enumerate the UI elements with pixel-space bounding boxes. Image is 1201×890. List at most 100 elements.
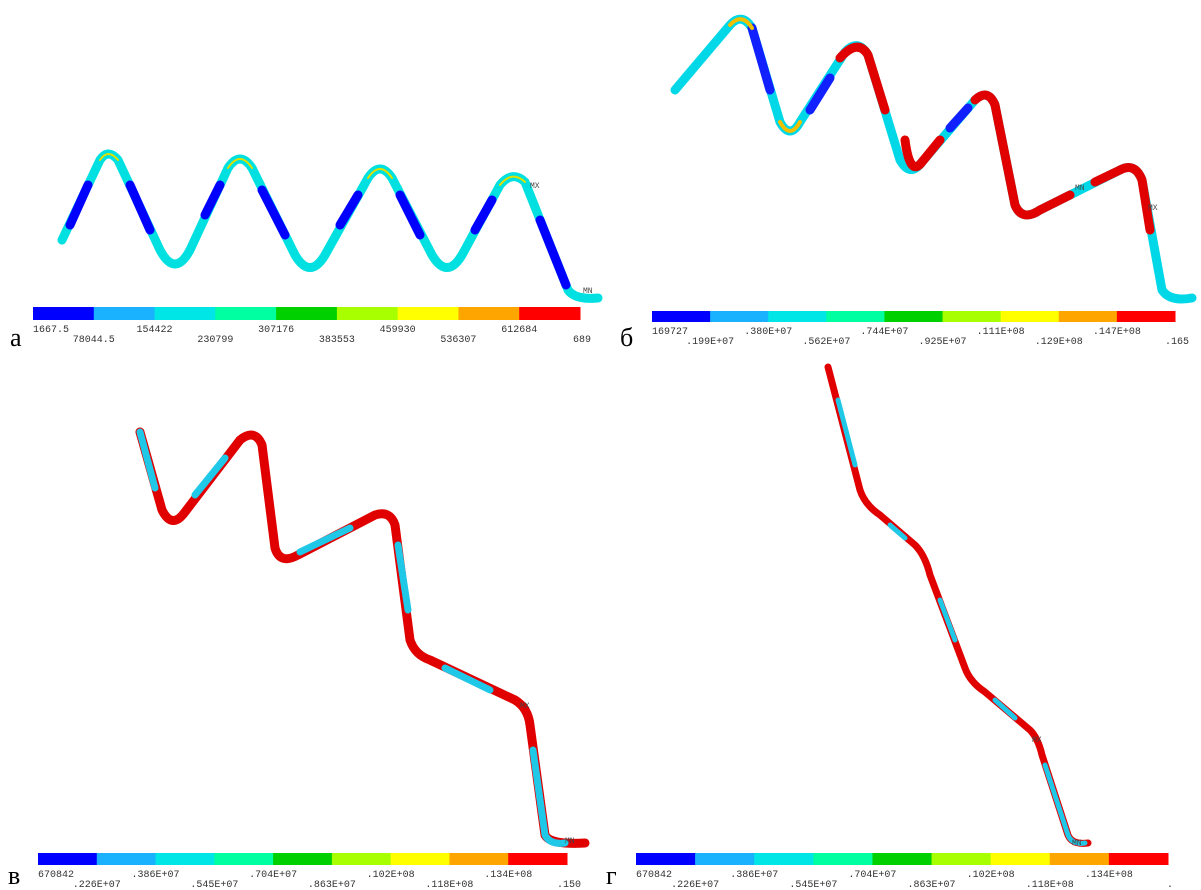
legend-label: .863E+07 [908,880,956,890]
legend-label: 536307 [440,335,476,346]
extreme-marker: MN [1072,839,1082,848]
legend-label: 230799 [197,335,233,346]
legend-label: .545E+07 [190,880,238,890]
legend-swatch [826,311,885,322]
legend-swatch [155,307,216,320]
panel-label: а [10,323,22,352]
legend-swatch [1109,853,1169,865]
legend-label: 154422 [137,325,173,336]
plot-b [675,19,1192,299]
legend-swatch [398,307,459,320]
beam-contour [62,154,598,298]
legend-label: .147E+08 [1093,327,1141,338]
legend-label: . [1167,880,1173,890]
legend-label: .102E+08 [967,870,1015,881]
legend-swatch [38,853,97,865]
legend-label: .134E+08 [484,870,532,881]
legend-label: 307176 [258,325,294,336]
legend-label: .704E+07 [249,870,297,881]
plot-d [828,367,1088,843]
panel-label: в [8,861,20,890]
legend-label: .863E+07 [308,880,356,890]
legend-swatch [273,853,332,865]
legend-swatch [872,853,932,865]
figure: 1667.5 78044.5 154422 230799 307176 383553 459… [0,0,1201,890]
legend-swatch [695,853,755,865]
extreme-marker: MX [1032,736,1042,745]
legend-swatch [1001,311,1060,322]
legend-swatch [449,853,508,865]
panel-label: г [606,861,617,890]
legend-swatch [991,853,1051,865]
low-stress-zone [838,400,1085,843]
legend-swatch [813,853,873,865]
legend-label: 169727 [652,327,688,338]
legend-swatch [215,307,276,320]
legend-label: .704E+07 [848,870,896,881]
legend-label: 689 [573,335,591,346]
legend-label: .118E+08 [425,880,473,890]
legend-swatch [710,311,769,322]
legend-label: 612684 [501,325,537,336]
legend-label: .199E+07 [686,337,734,348]
legend-swatch [332,853,391,865]
legend-label: 383553 [319,335,355,346]
legend-swatch [884,311,943,322]
legend-swatch [214,853,273,865]
legend-label: .129E+08 [1035,337,1083,348]
extreme-marker: MN [583,287,593,296]
beam-contour [675,19,1192,299]
legend-swatch [156,853,215,865]
plot-c [140,432,585,843]
legend-label: .386E+07 [730,870,778,881]
legend-swatch [33,307,94,320]
legend-swatch [652,311,711,322]
legend-swatch [768,311,827,322]
legend-label: 1667.5 [33,325,69,336]
high-stress-zone [100,154,525,185]
legend-label: .386E+07 [132,870,180,881]
legend-label: .134E+08 [1085,870,1133,881]
legend-label: .165 [1165,337,1189,348]
extreme-marker: MX [1148,204,1158,213]
legend-label: 670842 [38,870,74,881]
legend-swatch [519,307,580,320]
legend-swatch [932,853,992,865]
legend-swatch [94,307,155,320]
beam-contour [140,432,585,843]
legend-label: .102E+08 [367,870,415,881]
legend-label: .925E+07 [919,337,967,348]
legend-swatch [1117,311,1176,322]
legend-label: 78044.5 [73,335,115,346]
legend-label: .744E+07 [860,327,908,338]
legend-label: .150 [557,880,581,890]
legend-label: 670842 [636,870,672,881]
legend-swatch [337,307,398,320]
legend-swatch [1059,311,1118,322]
legend-label: .118E+08 [1026,880,1074,890]
legend-swatch [1050,853,1110,865]
extreme-marker: MX [520,702,530,711]
panel-label: б [620,323,633,352]
legend-label: .111E+08 [977,327,1025,338]
legend-label: .380E+07 [744,327,792,338]
extreme-marker: MN [565,837,575,846]
legend-label: .226E+07 [671,880,719,890]
legend-label: .545E+07 [789,880,837,890]
legend-swatch [636,853,696,865]
legend-swatch [391,853,450,865]
legend-swatch [754,853,814,865]
extreme-marker: MX [530,182,540,191]
legend-swatch [508,853,567,865]
legend-label: .562E+07 [802,337,850,348]
extreme-marker: MN [1075,184,1085,193]
legends: 1667.5 78044.5 154422 230799 307176 383553 459… [8,182,1189,890]
legend-swatch [458,307,519,320]
low-stress-zone [70,185,566,285]
high-stress-zone [840,47,1150,230]
legend-swatch [276,307,337,320]
legend-swatch [943,311,1002,322]
legend-label: 459930 [380,325,416,336]
legend-label: .226E+07 [73,880,121,890]
plot-a [62,154,598,298]
